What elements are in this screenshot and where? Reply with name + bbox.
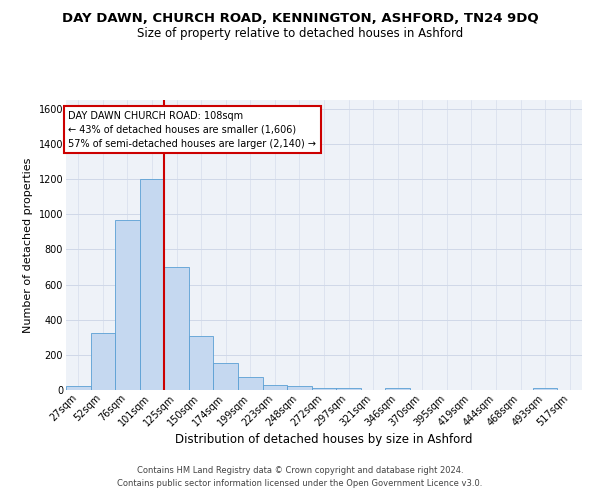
Bar <box>91 333 115 390</box>
Bar <box>115 220 140 390</box>
Bar <box>66 386 91 390</box>
Bar <box>287 386 312 390</box>
Bar <box>238 377 263 390</box>
Bar <box>263 384 287 390</box>
Bar <box>189 336 214 390</box>
Bar <box>336 388 361 390</box>
Text: Contains HM Land Registry data © Crown copyright and database right 2024.
Contai: Contains HM Land Registry data © Crown c… <box>118 466 482 487</box>
Text: DAY DAWN, CHURCH ROAD, KENNINGTON, ASHFORD, TN24 9DQ: DAY DAWN, CHURCH ROAD, KENNINGTON, ASHFO… <box>62 12 538 26</box>
Text: DAY DAWN CHURCH ROAD: 108sqm
← 43% of detached houses are smaller (1,606)
57% of: DAY DAWN CHURCH ROAD: 108sqm ← 43% of de… <box>68 110 316 148</box>
Bar <box>140 179 164 390</box>
Bar <box>312 388 336 390</box>
Bar <box>214 363 238 390</box>
Bar <box>164 267 189 390</box>
Y-axis label: Number of detached properties: Number of detached properties <box>23 158 33 332</box>
Bar <box>385 388 410 390</box>
Text: Size of property relative to detached houses in Ashford: Size of property relative to detached ho… <box>137 28 463 40</box>
Bar <box>533 388 557 390</box>
X-axis label: Distribution of detached houses by size in Ashford: Distribution of detached houses by size … <box>175 434 473 446</box>
